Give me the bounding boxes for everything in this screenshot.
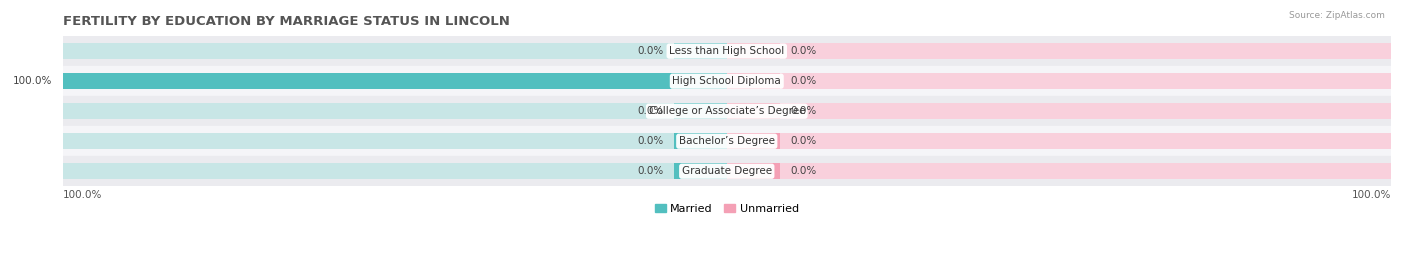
Bar — [62, 133, 727, 150]
Text: Source: ZipAtlas.com: Source: ZipAtlas.com — [1289, 11, 1385, 20]
Text: Bachelor’s Degree: Bachelor’s Degree — [679, 136, 775, 146]
Text: FERTILITY BY EDUCATION BY MARRIAGE STATUS IN LINCOLN: FERTILITY BY EDUCATION BY MARRIAGE STATU… — [62, 15, 509, 28]
Text: 0.0%: 0.0% — [637, 166, 664, 176]
Bar — [62, 73, 727, 89]
Bar — [62, 66, 1391, 96]
Bar — [62, 36, 1391, 66]
Bar — [727, 43, 1391, 59]
Bar — [727, 163, 1391, 179]
Text: College or Associate’s Degree: College or Associate’s Degree — [648, 106, 806, 116]
Text: 0.0%: 0.0% — [790, 46, 815, 56]
Bar — [727, 103, 1391, 119]
Text: High School Diploma: High School Diploma — [672, 76, 782, 86]
Text: 100.0%: 100.0% — [13, 76, 52, 86]
Bar — [727, 73, 1391, 89]
Bar — [727, 73, 780, 89]
Bar — [727, 103, 780, 119]
Text: 100.0%: 100.0% — [62, 190, 101, 200]
Bar — [673, 103, 727, 119]
Text: 100.0%: 100.0% — [1351, 190, 1391, 200]
Bar — [673, 43, 727, 59]
Text: 0.0%: 0.0% — [790, 136, 815, 146]
Bar — [673, 133, 727, 150]
Text: 0.0%: 0.0% — [637, 46, 664, 56]
Text: 0.0%: 0.0% — [790, 76, 815, 86]
Bar — [62, 103, 727, 119]
Text: 0.0%: 0.0% — [790, 106, 815, 116]
Legend: Married, Unmarried: Married, Unmarried — [651, 199, 803, 218]
Bar — [727, 163, 780, 179]
Bar — [727, 133, 780, 150]
Bar — [62, 43, 727, 59]
Bar — [62, 73, 727, 89]
Text: 0.0%: 0.0% — [637, 106, 664, 116]
Bar — [62, 96, 1391, 126]
Bar — [727, 43, 780, 59]
Bar — [727, 133, 1391, 150]
Bar — [673, 163, 727, 179]
Text: 0.0%: 0.0% — [790, 166, 815, 176]
Bar — [62, 126, 1391, 156]
Bar — [62, 163, 727, 179]
Bar — [62, 156, 1391, 186]
Text: Less than High School: Less than High School — [669, 46, 785, 56]
Text: 0.0%: 0.0% — [637, 136, 664, 146]
Text: Graduate Degree: Graduate Degree — [682, 166, 772, 176]
